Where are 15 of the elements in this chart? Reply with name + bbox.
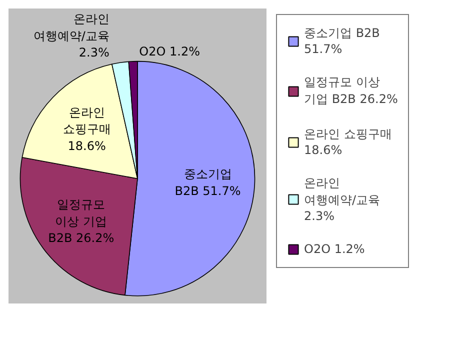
legend-label: 일정규모 이상 기업 B2B 26.2% [304,74,398,108]
slice-label: O2O 1.2% [139,44,200,59]
slice-label: 일정규모 이상 기업 B2B 26.2% [48,197,114,246]
category-label: 중소기업 B2B 51.7% [174,167,241,198]
data-label: 51.7% [304,42,342,56]
slice-label: 온라인 여행예약/교육 [33,12,110,43]
data-label: 18.6% [68,138,106,153]
text: 2.3% [304,209,334,223]
slice-label: 온라인 쇼핑구매 [62,105,111,136]
data-label: 2.3% [78,46,110,60]
legend-label: O2O 1.2% [304,241,365,257]
legend-label: 중소기업 B2B [304,26,380,40]
legend-label: 온라인 여행예약/교육 [304,176,380,207]
legend-label: 온라인 쇼핑구매 [304,127,392,141]
text: 18.6% [304,143,342,157]
